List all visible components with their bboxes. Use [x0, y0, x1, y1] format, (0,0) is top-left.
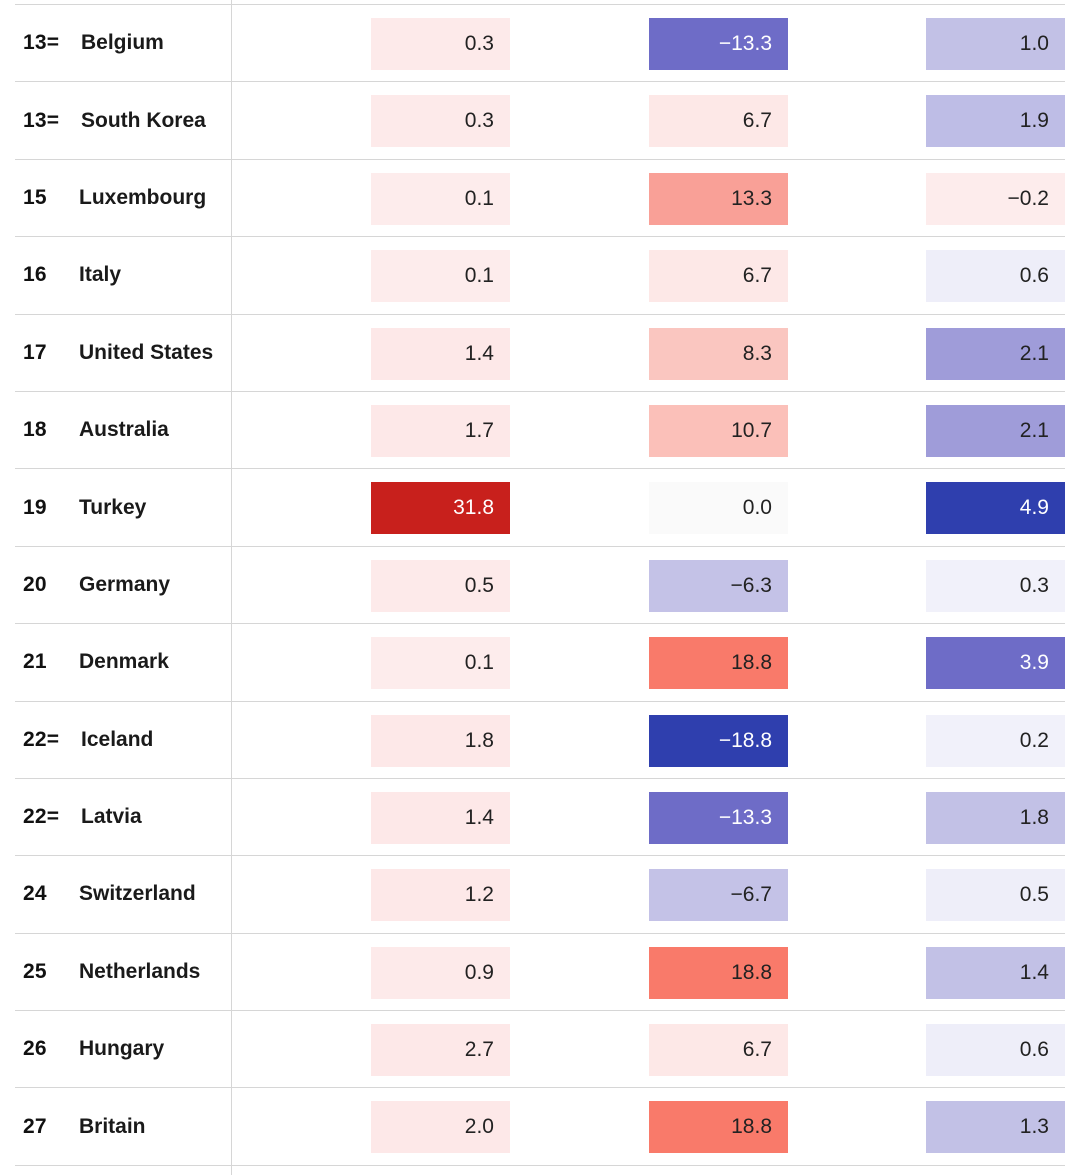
value-cell-1: 0.1	[371, 637, 510, 690]
country-name: United States	[79, 340, 214, 364]
table-row: 20 Germany 0.5 −6.3 0.3	[15, 547, 1065, 625]
value-cell-2: −18.8	[649, 714, 788, 767]
table-row: 17 United States 1.4 8.3 2.1	[15, 315, 1065, 392]
rank-cell: 25	[23, 959, 47, 983]
value-cell-2: 6.7	[649, 250, 788, 303]
value-cell-3: 0.6	[926, 250, 1065, 303]
value-cell-3: 0.6	[926, 1024, 1065, 1077]
value-cell-2: 6.7	[649, 95, 788, 148]
value-cell-2: 18.8	[649, 637, 788, 690]
value-cell-2: −13.3	[649, 18, 788, 70]
rank-cell: 16	[23, 263, 47, 287]
country-name: Latvia	[81, 805, 142, 829]
table-row: 13= Belgium 0.3 −13.3 1.0	[15, 5, 1065, 83]
rank-cell: 20	[23, 572, 47, 596]
table-row: 22= Iceland 1.8 −18.8 0.2	[15, 702, 1065, 779]
country-name: Switzerland	[79, 882, 196, 906]
value-cell-3: 2.1	[926, 327, 1065, 380]
value-cell-1: 1.4	[371, 791, 510, 844]
country-name: Denmark	[79, 650, 169, 674]
table-row: 15 Luxembourg 0.1 13.3 −0.2	[15, 160, 1065, 238]
country-name: Italy	[79, 263, 122, 287]
value-cell-3: 0.2	[926, 714, 1065, 767]
value-cell-2: 8.3	[649, 327, 788, 380]
value-cell-2: 0.0	[649, 482, 788, 535]
value-cell-2: 13.3	[649, 172, 788, 225]
rank-cell: 26	[23, 1037, 47, 1061]
table-row: 21 Denmark 0.1 18.8 3.9	[15, 624, 1065, 702]
value-cell-1: 1.4	[371, 327, 510, 380]
rank-cell: 17	[23, 340, 47, 364]
country-name: Hungary	[79, 1037, 165, 1061]
value-cell-2: 18.8	[649, 946, 788, 999]
value-cell-2: 10.7	[649, 404, 788, 457]
value-cell-3: 1.9	[926, 95, 1065, 148]
country-name: Australia	[79, 418, 169, 442]
table-row: 25 Netherlands 0.9 18.8 1.4	[15, 934, 1065, 1012]
value-cell-3: 0.5	[926, 869, 1065, 922]
value-cell-1: 0.1	[371, 172, 510, 225]
value-cell-1: 1.8	[371, 714, 510, 767]
value-cell-2: −6.3	[649, 559, 788, 612]
value-cell-2: 18.8	[649, 1101, 788, 1154]
value-cell-3: 1.8	[926, 791, 1065, 844]
rank-cell: 24	[23, 882, 47, 906]
table-row: 22= Latvia 1.4 −13.3 1.8	[15, 779, 1065, 857]
column-divider	[231, 0, 232, 1175]
value-cell-1: 2.7	[371, 1024, 510, 1077]
country-name: South Korea	[81, 108, 206, 132]
country-name: Belgium	[81, 31, 164, 55]
value-cell-3: −0.2	[926, 172, 1065, 225]
value-cell-3: 3.9	[926, 637, 1065, 690]
value-cell-1: 0.3	[371, 18, 510, 70]
value-cell-3: 1.0	[926, 18, 1065, 70]
country-name: Germany	[79, 572, 171, 596]
table-row: 19 Turkey 31.8 0.0 4.9	[15, 469, 1065, 547]
rank-cell: 18	[23, 418, 47, 442]
value-cell-1: 0.1	[371, 250, 510, 303]
value-cell-1: 0.9	[371, 946, 510, 999]
value-cell-3: 1.3	[926, 1101, 1065, 1154]
table-row: 16 Italy 0.1 6.7 0.6	[15, 237, 1065, 315]
rank-cell: 15	[23, 185, 47, 209]
table-row: 13= South Korea 0.3 6.7 1.9	[15, 82, 1065, 160]
country-name: Luxembourg	[79, 185, 207, 209]
rank-cell: 21	[23, 650, 47, 674]
value-cell-2: −13.3	[649, 791, 788, 844]
country-name: Britain	[79, 1114, 146, 1138]
table-row: 24 Switzerland 1.2 −6.7 0.5	[15, 856, 1065, 934]
value-cell-3: 1.4	[926, 946, 1065, 999]
ranking-table: 13= Belgium 0.3 −13.3 1.0 13= South Korea 0.3 6.…	[15, 4, 1065, 1166]
table-row: 18 Australia 1.7 10.7 2.1	[15, 392, 1065, 470]
table-row: 27 Britain 2.0 18.8 1.3	[15, 1088, 1065, 1166]
value-cell-3: 2.1	[926, 404, 1065, 457]
rank-cell: 13=	[23, 108, 60, 132]
value-cell-1: 0.5	[371, 559, 510, 612]
rank-cell: 13=	[23, 31, 60, 55]
country-name: Netherlands	[79, 959, 201, 983]
rank-cell: 22=	[23, 727, 60, 751]
rank-cell: 22=	[23, 805, 60, 829]
value-cell-2: 6.7	[649, 1024, 788, 1077]
value-cell-2: −6.7	[649, 869, 788, 922]
rank-cell: 19	[23, 495, 47, 519]
value-cell-1: 0.3	[371, 95, 510, 148]
value-cell-1: 1.7	[371, 404, 510, 457]
value-cell-3: 0.3	[926, 559, 1065, 612]
rank-cell: 27	[23, 1114, 47, 1138]
value-cell-1: 2.0	[371, 1101, 510, 1154]
table-row: 26 Hungary 2.7 6.7 0.6	[15, 1011, 1065, 1089]
country-name: Turkey	[79, 495, 147, 519]
value-cell-3: 4.9	[926, 482, 1065, 535]
country-name: Iceland	[81, 727, 154, 751]
value-cell-1: 31.8	[371, 482, 510, 535]
value-cell-1: 1.2	[371, 869, 510, 922]
